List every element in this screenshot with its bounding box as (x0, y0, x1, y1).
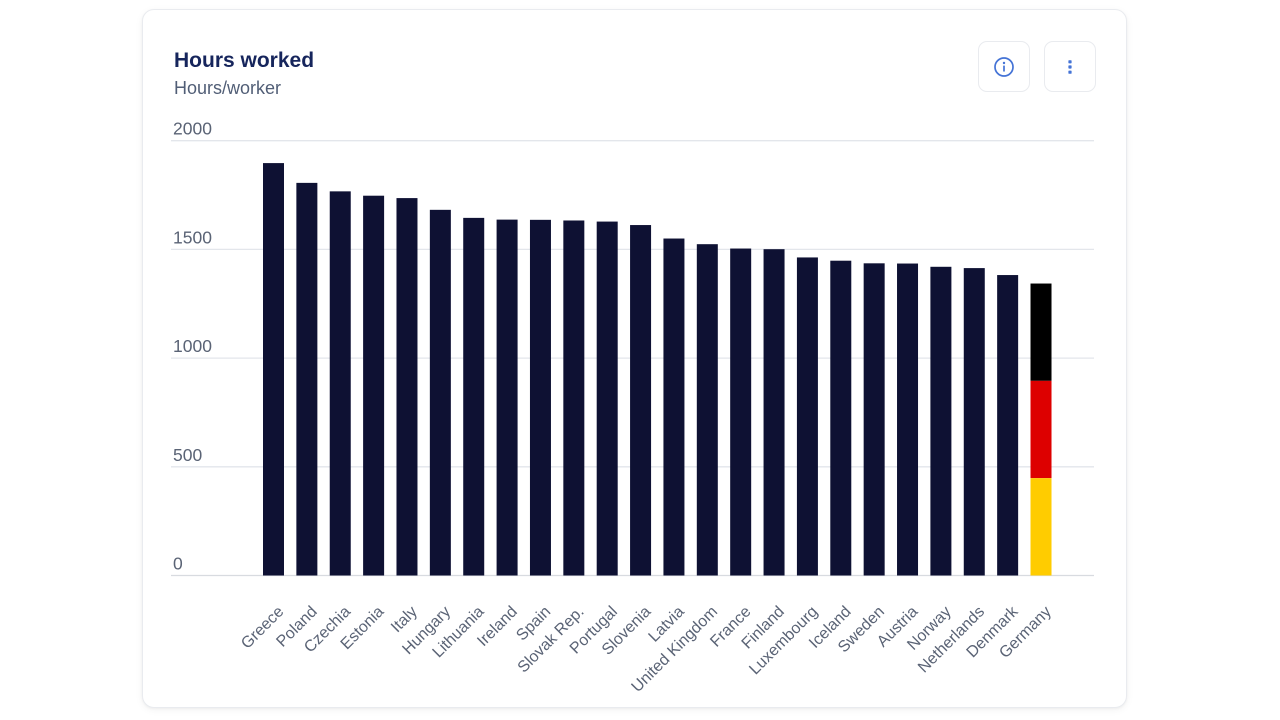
y-tick-500: 500 (173, 445, 202, 465)
bar-segment-black (1030, 283, 1052, 381)
bar-ireland[interactable] (496, 219, 518, 576)
bar-denmark[interactable] (997, 275, 1019, 576)
chart-title: Hours worked (174, 49, 315, 72)
bar-austria[interactable] (897, 263, 919, 576)
bar-france[interactable] (730, 248, 752, 576)
bar-italy[interactable] (396, 198, 418, 576)
bar-netherlands[interactable] (963, 268, 985, 576)
bar-sweden[interactable] (863, 263, 885, 576)
bar-poland[interactable] (296, 182, 318, 576)
y-tick-0: 0 (173, 554, 183, 574)
kebab-menu-icon (1068, 59, 1072, 74)
bar-united-kingdom[interactable] (696, 244, 718, 576)
bar-czechia[interactable] (329, 191, 351, 576)
bar-germany[interactable] (1030, 283, 1052, 576)
info-button[interactable] (978, 41, 1030, 92)
bar-chart: 2000150010005000GreecePolandCzechiaEston… (171, 119, 1094, 696)
bar-lithuania[interactable] (463, 217, 485, 576)
bar-segment-red (1030, 380, 1052, 479)
info-circle-icon (994, 56, 1014, 77)
chart-subtitle: Hours/worker (174, 78, 282, 98)
toolbar (978, 41, 1096, 92)
bar-norway[interactable] (930, 266, 952, 576)
bar-finland[interactable] (763, 249, 785, 576)
bar-luxembourg[interactable] (796, 257, 818, 576)
menu-button[interactable] (1044, 41, 1096, 92)
y-tick-1500: 1500 (173, 227, 212, 247)
bar-slovenia[interactable] (630, 225, 652, 576)
bar-greece[interactable] (263, 163, 284, 576)
bar-latvia[interactable] (663, 238, 685, 576)
chart-card: 2000 1500 1000 500 0 Greece Poland Czechia Eston… (142, 9, 1127, 708)
y-tick-2000: 2000 (173, 119, 212, 139)
bar-estonia[interactable] (363, 195, 385, 576)
bar-hungary[interactable] (429, 209, 451, 576)
bar-iceland[interactable] (830, 260, 852, 576)
bar-spain[interactable] (529, 219, 551, 576)
bar-portugal[interactable] (596, 221, 618, 576)
y-tick-1000: 1000 (173, 336, 212, 356)
bar-segment-gold (1030, 478, 1052, 576)
bar-slovak-rep[interactable] (563, 220, 585, 576)
